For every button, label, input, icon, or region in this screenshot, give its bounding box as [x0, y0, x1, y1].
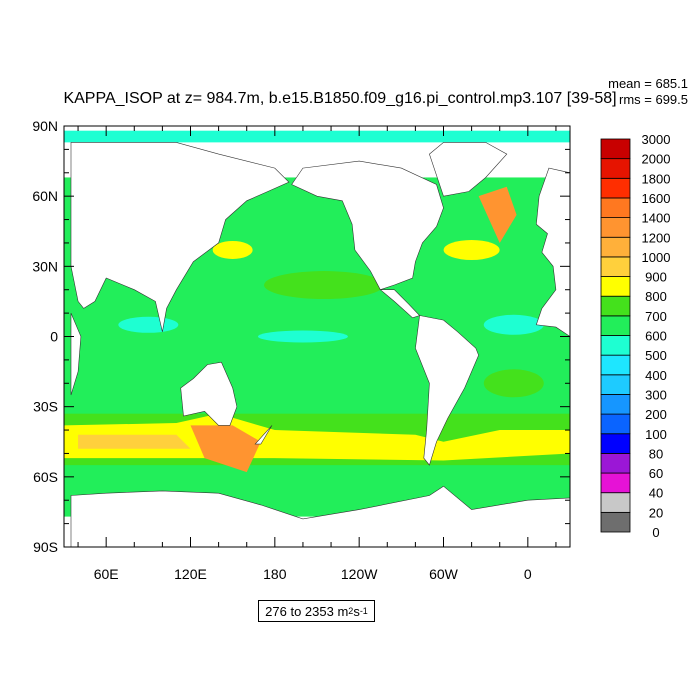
colorbar-label: 600 — [645, 329, 667, 344]
colorbar-swatch — [600, 492, 631, 513]
y-tick-label: 0 — [50, 329, 58, 345]
rms-label: rms = 699.5 — [619, 92, 688, 107]
x-tick-label: 120W — [341, 566, 378, 582]
colorbar-label: 1600 — [642, 191, 671, 206]
ocean-band — [257, 330, 348, 343]
continent-shape — [254, 425, 273, 445]
colorbar-swatch — [600, 236, 631, 258]
colorbar-label: 20 — [649, 505, 663, 520]
colorbar-label: 200 — [645, 407, 667, 422]
colorbar-swatch — [600, 158, 631, 179]
ocean-band — [190, 425, 261, 473]
colorbar-swatch — [600, 197, 631, 218]
colorbar-swatch — [600, 374, 631, 395]
x-tick-label: 180 — [263, 566, 287, 582]
colorbar-label: 0 — [652, 525, 659, 540]
colorbar-swatch — [600, 256, 631, 277]
colorbar-swatch — [600, 295, 631, 317]
colorbar-label: 900 — [645, 270, 667, 285]
colorbar-label: 2000 — [642, 152, 671, 167]
range-prefix: 276 to 2353 m — [265, 603, 349, 619]
colorbar-swatch — [600, 354, 631, 376]
colorbar-label: 700 — [645, 309, 667, 324]
ocean-band — [483, 369, 544, 398]
x-tick-label: 0 — [524, 566, 532, 582]
y-tick-label: 60N — [32, 188, 58, 204]
colorbar-swatch — [600, 433, 631, 454]
y-tick-label: 90S — [33, 539, 58, 555]
colorbar-label: 1800 — [642, 171, 671, 186]
ocean-band — [478, 186, 517, 243]
range-mid: s — [353, 603, 360, 619]
colorbar-label: 1200 — [642, 230, 671, 245]
y-tick-label: 30N — [32, 258, 58, 274]
colorbar-label: 500 — [645, 348, 667, 363]
colorbar-swatch — [600, 472, 631, 494]
colorbar-swatch — [600, 394, 631, 415]
ocean-band — [118, 316, 179, 333]
colorbar-label: 800 — [645, 289, 667, 304]
land-mask — [70, 142, 571, 548]
ocean-band — [212, 240, 253, 259]
continent-shape — [70, 312, 82, 396]
colorbar-label: 80 — [649, 446, 663, 461]
y-axis: 90N 60N 30N 0 30S 60S 90S — [32, 118, 570, 555]
colorbar-label: 1000 — [642, 250, 671, 265]
colorbar: 0 20 40 60 80 100 200 300 400 500 600 700 800 900 1000… — [600, 132, 671, 540]
ocean-band — [443, 239, 500, 260]
continent-shape — [70, 142, 290, 332]
ocean-band — [264, 271, 385, 300]
continent-shape — [180, 361, 238, 426]
colorbar-swatch — [600, 413, 631, 435]
ocean-band — [78, 434, 191, 449]
map-panel: 90N 60N 30N 0 30S 60S 90S 60E 120E 180 120W 60W 0 — [32, 118, 571, 582]
colorbar-label: 100 — [645, 427, 667, 442]
continent-shape — [429, 142, 508, 197]
colorbar-swatch — [600, 335, 631, 356]
y-tick-label: 60S — [33, 469, 58, 485]
colorbar-label: 60 — [649, 466, 663, 481]
colorbar-label: 40 — [649, 486, 663, 501]
colorbar-label: 400 — [645, 368, 667, 383]
continent-shape — [291, 160, 444, 291]
colorbar-label: 3000 — [642, 132, 671, 147]
range-exp2: -1 — [359, 606, 368, 616]
colorbar-label: 300 — [645, 387, 667, 402]
colorbar-swatch — [600, 511, 631, 533]
colorbar-swatch — [600, 217, 631, 238]
ocean-band — [483, 314, 544, 335]
continent-shape — [415, 315, 479, 466]
x-tick-label: 60W — [429, 566, 459, 582]
colorbar-swatch — [600, 177, 631, 199]
range-exp1: 2 — [348, 606, 354, 616]
colorbar-swatch — [600, 315, 631, 336]
y-tick-label: 90N — [32, 118, 58, 134]
x-tick-label: 120E — [174, 566, 207, 582]
x-axis: 60E 120E 180 120W 60W 0 — [77, 126, 557, 582]
x-tick-label: 60E — [94, 566, 119, 582]
chart-title: KAPPA_ISOP at z= 984.7m, b.e15.B1850.f09… — [63, 90, 616, 107]
colorbar-swatch — [600, 452, 631, 474]
colorbar-label: 1400 — [642, 211, 671, 226]
y-tick-label: 30S — [33, 399, 58, 415]
mean-label: mean = 685.1 — [608, 76, 688, 91]
colorbar-swatch — [600, 138, 631, 160]
colorbar-swatch — [600, 276, 631, 297]
ocean-band — [64, 130, 570, 143]
